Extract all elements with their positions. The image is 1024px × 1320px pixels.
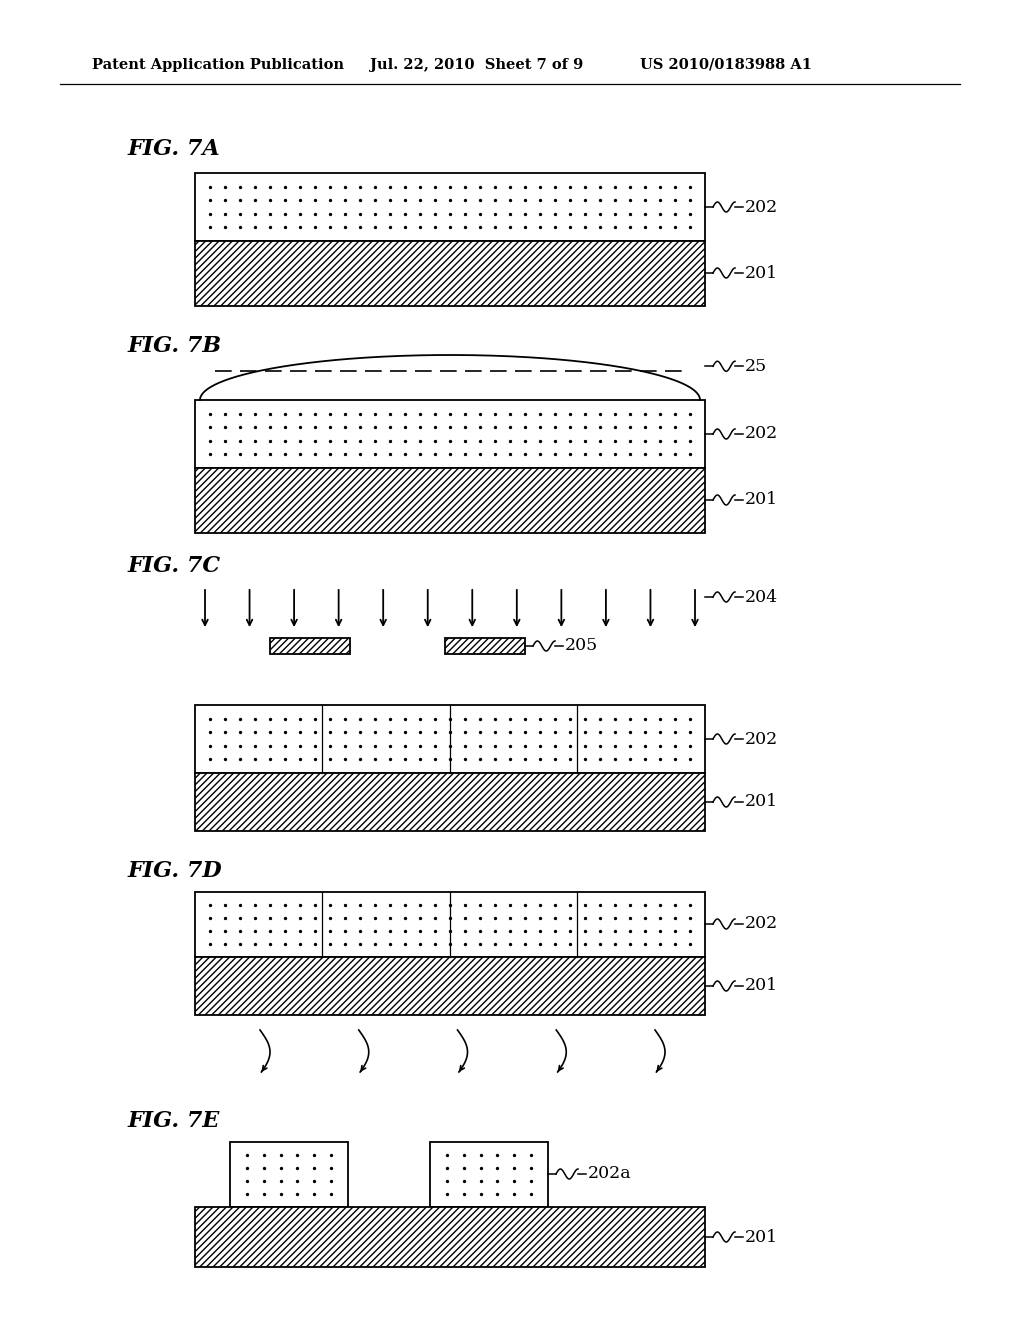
Polygon shape: [200, 355, 700, 400]
Text: 201: 201: [745, 491, 778, 508]
Text: FIG. 7B: FIG. 7B: [128, 335, 222, 356]
Bar: [445, 638, 525, 653]
Text: FIG. 7A: FIG. 7A: [128, 139, 220, 160]
Text: 201: 201: [745, 978, 778, 994]
Text: Patent Application Publication: Patent Application Publication: [92, 58, 344, 73]
Text: Jul. 22, 2010  Sheet 7 of 9: Jul. 22, 2010 Sheet 7 of 9: [370, 58, 584, 73]
Text: 205: 205: [565, 638, 598, 655]
Text: 202: 202: [745, 198, 778, 215]
Text: FIG. 7C: FIG. 7C: [128, 554, 221, 577]
Text: 25: 25: [745, 358, 767, 375]
Bar: [195, 173, 705, 242]
Text: 202: 202: [745, 916, 778, 932]
Bar: [195, 469, 705, 533]
Bar: [195, 957, 705, 1015]
Bar: [195, 892, 705, 957]
Text: US 2010/0183988 A1: US 2010/0183988 A1: [640, 58, 812, 73]
Text: 204: 204: [745, 589, 778, 606]
Text: FIG. 7D: FIG. 7D: [128, 861, 222, 882]
Bar: [430, 1142, 548, 1206]
Text: FIG. 7E: FIG. 7E: [128, 1110, 220, 1133]
Bar: [195, 1206, 705, 1267]
Text: 202a: 202a: [588, 1166, 632, 1183]
Text: 201: 201: [745, 264, 778, 281]
Bar: [195, 705, 705, 774]
Text: 201: 201: [745, 793, 778, 810]
Bar: [230, 1142, 348, 1206]
Text: 202: 202: [745, 425, 778, 442]
Text: 202: 202: [745, 730, 778, 747]
Text: 201: 201: [745, 1229, 778, 1246]
Bar: [195, 242, 705, 306]
Bar: [270, 638, 350, 653]
Bar: [195, 400, 705, 469]
Bar: [195, 774, 705, 832]
